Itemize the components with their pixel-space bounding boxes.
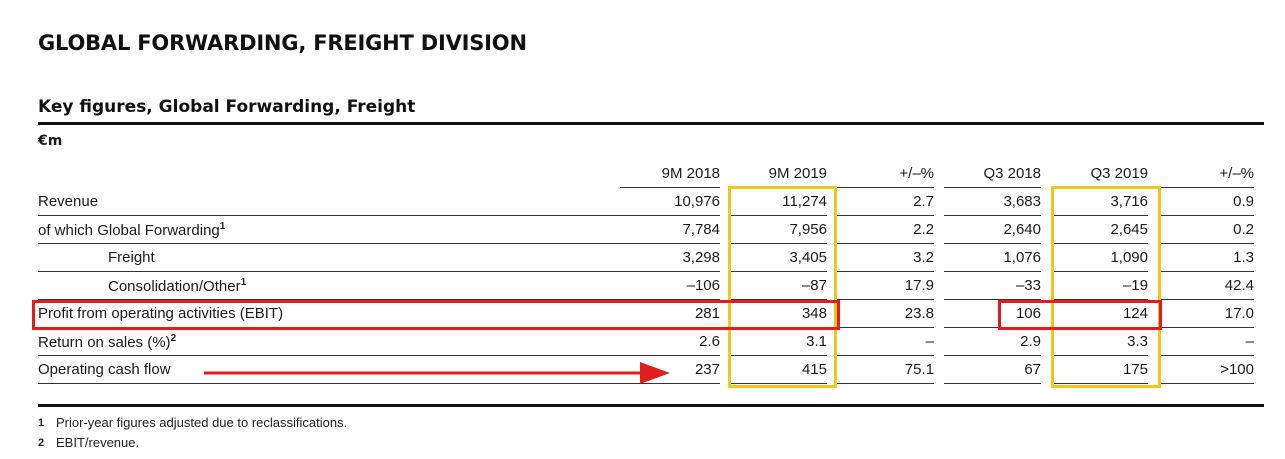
- cell: >100: [1158, 356, 1254, 384]
- key-figures-table: 9M 2018 9M 2019 +/–% Q3 2018 Q3 2019 +/–…: [38, 160, 1254, 384]
- table-row: Consolidation/Other1 –106 –87 17.9 –33 –…: [38, 272, 1254, 300]
- cell: 7,956: [730, 216, 827, 244]
- cell: 2.7: [837, 188, 934, 216]
- cell: 175: [1051, 356, 1148, 384]
- col-9m-2019: 9M 2019: [730, 160, 827, 188]
- row-label: Consolidation/Other1: [38, 272, 620, 300]
- cell: 11,274: [730, 188, 827, 216]
- cell: 2.9: [944, 328, 1041, 356]
- footnote: 1 Prior-year figures adjusted due to recl…: [38, 415, 348, 430]
- cell: 10,976: [620, 188, 720, 216]
- cell: 17.9: [837, 272, 934, 300]
- col-9m-change: +/–%: [837, 160, 934, 188]
- arrow-icon: [204, 362, 670, 384]
- cell: 1.3: [1158, 244, 1254, 272]
- cell: 2.6: [620, 328, 720, 356]
- cell: 3,405: [730, 244, 827, 272]
- cell: 0.9: [1158, 188, 1254, 216]
- cell: 42.4: [1158, 272, 1254, 300]
- cell: 17.0: [1158, 300, 1254, 328]
- top-rule: [38, 122, 1264, 125]
- table-row: Profit from operating activities (EBIT) …: [38, 300, 1254, 328]
- cell: 23.8: [837, 300, 934, 328]
- footnote-ref: 1: [240, 276, 247, 288]
- table-row: Freight 3,298 3,405 3.2 1,076 1,090 1.3: [38, 244, 1254, 272]
- col-q3-2019: Q3 2019: [1051, 160, 1148, 188]
- cell: 237: [620, 356, 720, 384]
- row-label: Return on sales (%)2: [38, 328, 620, 356]
- table-row: Return on sales (%)2 2.6 3.1 – 2.9 3.3 –: [38, 328, 1254, 356]
- cell: 0.2: [1158, 216, 1254, 244]
- row-label: Profit from operating activities (EBIT): [38, 300, 620, 328]
- cell: 67: [944, 356, 1041, 384]
- footnotes: 1 Prior-year figures adjusted due to recl…: [38, 413, 347, 453]
- cell: 3.1: [730, 328, 827, 356]
- footnote-ref: 1: [219, 220, 226, 232]
- cell: 3,298: [620, 244, 720, 272]
- row-label: of which Global Forwarding1: [38, 216, 620, 244]
- cell: 3,716: [1051, 188, 1148, 216]
- table-title: Key figures, Global Forwarding, Freight: [38, 97, 416, 117]
- cell: 2.2: [837, 216, 934, 244]
- table-row: Revenue 10,976 11,274 2.7 3,683 3,716 0.…: [38, 188, 1254, 216]
- cell: –106: [620, 272, 720, 300]
- footnote-ref: 2: [170, 332, 177, 344]
- cell: 415: [730, 356, 827, 384]
- cell: 3.3: [1051, 328, 1148, 356]
- cell: 281: [620, 300, 720, 328]
- row-label: Operating cash flow: [38, 356, 620, 384]
- row-label: Freight: [38, 244, 620, 272]
- footnote: 2 EBIT/revenue.: [38, 435, 140, 450]
- cell: 106: [944, 300, 1041, 328]
- header-row: 9M 2018 9M 2019 +/–% Q3 2018 Q3 2019 +/–…: [38, 160, 1254, 188]
- cell: –19: [1051, 272, 1148, 300]
- cell: 348: [730, 300, 827, 328]
- page-title: GLOBAL FORWARDING, FREIGHT DIVISION: [38, 31, 527, 55]
- cell: 1,090: [1051, 244, 1148, 272]
- col-9m-2018: 9M 2018: [620, 160, 720, 188]
- cell: 2,645: [1051, 216, 1148, 244]
- cell: –33: [944, 272, 1041, 300]
- cell: –87: [730, 272, 827, 300]
- cell: 3.2: [837, 244, 934, 272]
- row-label: Revenue: [38, 188, 620, 216]
- cell: 3,683: [944, 188, 1041, 216]
- col-q3-2018: Q3 2018: [944, 160, 1041, 188]
- cell: 124: [1051, 300, 1148, 328]
- table-row: of which Global Forwarding1 7,784 7,956 …: [38, 216, 1254, 244]
- cell: 2,640: [944, 216, 1041, 244]
- cell: 7,784: [620, 216, 720, 244]
- col-q3-change: +/–%: [1158, 160, 1254, 188]
- unit-label: €m: [38, 133, 63, 149]
- bottom-rule: [38, 404, 1264, 407]
- cell: –: [837, 328, 934, 356]
- cell: 1,076: [944, 244, 1041, 272]
- cell: 75.1: [837, 356, 934, 384]
- cell: –: [1158, 328, 1254, 356]
- table-row: Operating cash flow 237 415 75.1 67 175 …: [38, 356, 1254, 384]
